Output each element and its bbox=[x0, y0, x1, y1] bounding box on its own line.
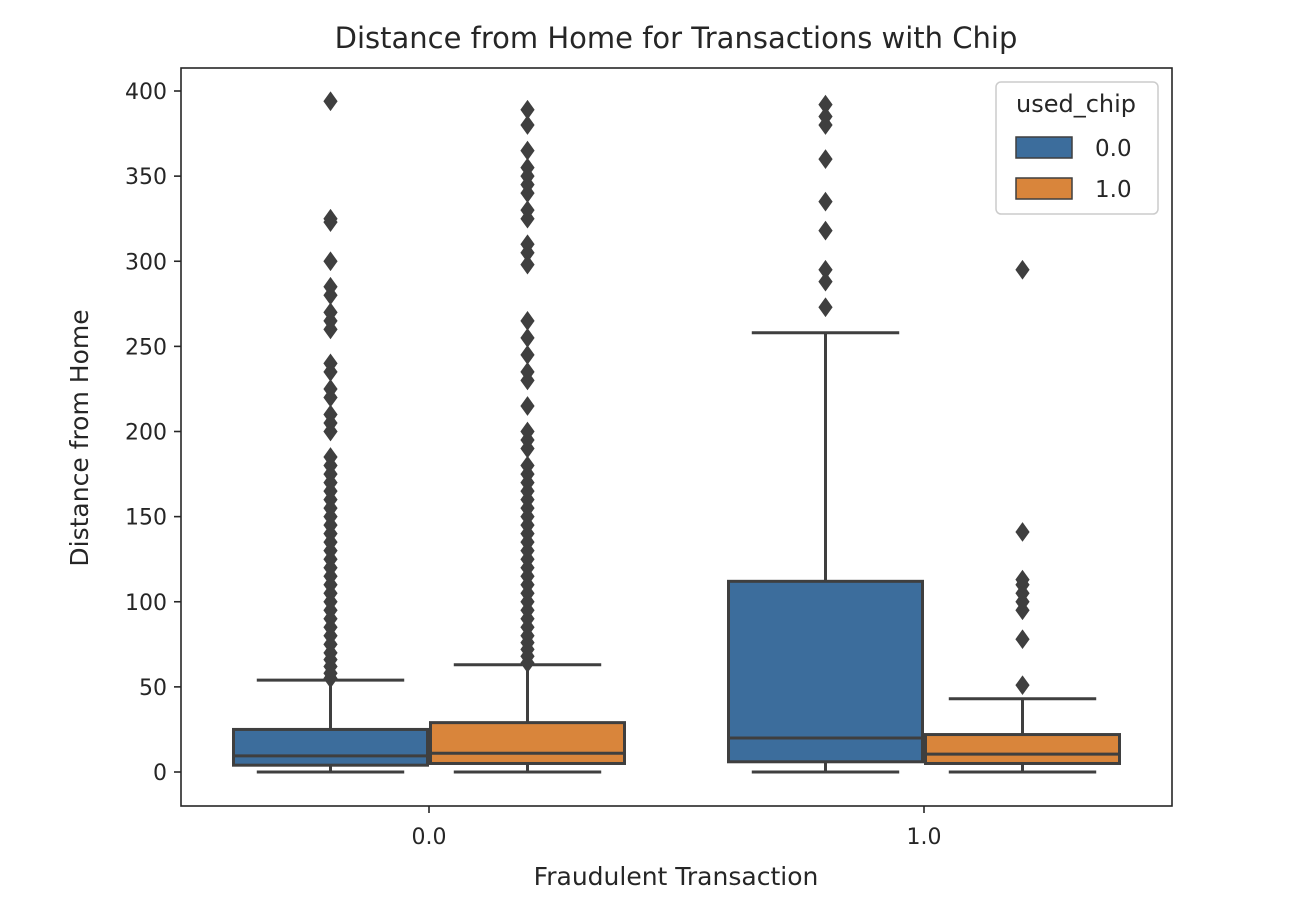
legend-label-1: 1.0 bbox=[1095, 177, 1132, 203]
outlier-point bbox=[520, 362, 535, 382]
outlier-point bbox=[818, 297, 833, 318]
outlier-point bbox=[1015, 629, 1030, 650]
outlier-point bbox=[818, 271, 833, 292]
outlier-point bbox=[818, 220, 833, 241]
legend-swatch-0 bbox=[1015, 136, 1073, 159]
outlier-point bbox=[520, 310, 535, 331]
box-0.0-0.0 bbox=[232, 91, 429, 774]
y-axis: 0 50 100 150 200 250 300 350 400 bbox=[125, 80, 181, 786]
y-tick-label: 0 bbox=[153, 761, 167, 786]
box-body bbox=[232, 727, 429, 767]
outlier-point bbox=[520, 157, 535, 178]
outlier-point bbox=[323, 91, 338, 112]
box-body bbox=[727, 579, 924, 764]
outlier-point bbox=[520, 200, 535, 221]
outlier-point bbox=[520, 99, 535, 120]
box-body bbox=[429, 721, 626, 765]
outlier-point bbox=[818, 259, 833, 280]
y-tick-label: 400 bbox=[125, 80, 167, 105]
box-body bbox=[924, 733, 1121, 765]
chart-title: Distance from Home for Transactions with… bbox=[335, 21, 1018, 55]
y-tick-label: 350 bbox=[125, 165, 167, 190]
legend-title: used_chip bbox=[1016, 90, 1136, 118]
outlier-point bbox=[520, 421, 535, 442]
outlier-point bbox=[520, 115, 535, 135]
outlier-point bbox=[1015, 569, 1030, 590]
box-0.0-1.0 bbox=[727, 94, 924, 774]
x-tick-label: 0.0 bbox=[412, 825, 447, 850]
y-tick-label: 200 bbox=[125, 421, 167, 446]
plot-frame bbox=[180, 67, 1173, 807]
plot-area bbox=[232, 91, 1121, 774]
outlier-point bbox=[520, 140, 535, 161]
outlier-point bbox=[520, 234, 535, 255]
outlier-point bbox=[323, 251, 338, 272]
box-1.0-1.0 bbox=[924, 259, 1121, 774]
y-tick-label: 250 bbox=[125, 335, 167, 360]
box-1.0-0.0 bbox=[429, 99, 626, 774]
outlier-point bbox=[323, 379, 338, 399]
outlier-point bbox=[818, 94, 833, 115]
outlier-point bbox=[323, 353, 338, 374]
x-axis: 0.0 1.0 bbox=[412, 806, 942, 850]
outlier-point bbox=[323, 302, 338, 323]
x-axis-label: Fraudulent Transaction bbox=[534, 862, 819, 891]
outlier-point bbox=[520, 345, 535, 365]
outlier-point bbox=[818, 149, 833, 169]
outlier-point bbox=[520, 455, 535, 476]
y-tick-label: 50 bbox=[139, 676, 167, 701]
y-tick-label: 100 bbox=[125, 591, 167, 616]
legend-swatch-1 bbox=[1015, 177, 1073, 200]
outlier-point bbox=[1015, 522, 1030, 542]
outlier-point bbox=[323, 404, 338, 425]
outlier-point bbox=[520, 328, 535, 348]
legend-label-0: 0.0 bbox=[1095, 136, 1132, 162]
outlier-point bbox=[1015, 259, 1030, 280]
outlier-point bbox=[818, 106, 833, 127]
x-tick-label: 1.0 bbox=[907, 825, 942, 850]
outlier-point bbox=[520, 396, 535, 416]
outlier-point bbox=[520, 254, 535, 275]
outlier-point bbox=[323, 447, 338, 467]
y-tick-label: 300 bbox=[125, 250, 167, 275]
outlier-point bbox=[323, 276, 338, 297]
outlier-point bbox=[323, 208, 338, 229]
y-axis-label: Distance from Home bbox=[65, 309, 94, 566]
y-tick-label: 150 bbox=[125, 506, 167, 531]
legend: used_chip 0.0 1.0 bbox=[995, 81, 1159, 215]
outlier-point bbox=[818, 191, 833, 212]
outlier-point bbox=[1015, 675, 1030, 696]
